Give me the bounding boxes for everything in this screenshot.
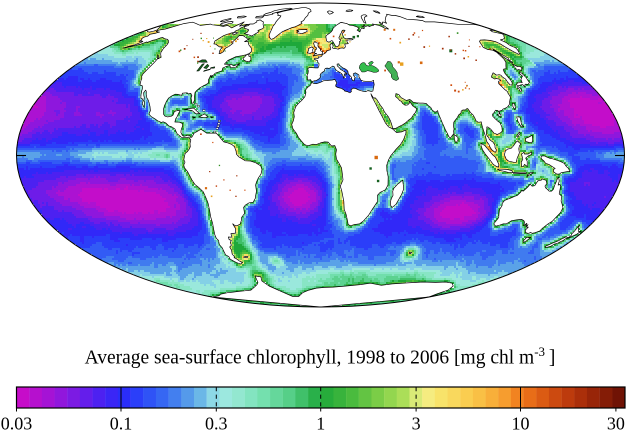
svg-text:0.3: 0.3: [205, 413, 228, 433]
svg-text:30: 30: [607, 413, 625, 433]
svg-text:0.03: 0.03: [1, 413, 33, 433]
svg-text:3: 3: [412, 413, 421, 433]
svg-text:1: 1: [316, 413, 325, 433]
svg-text:10: 10: [512, 413, 530, 433]
svg-text:0.1: 0.1: [110, 413, 133, 433]
